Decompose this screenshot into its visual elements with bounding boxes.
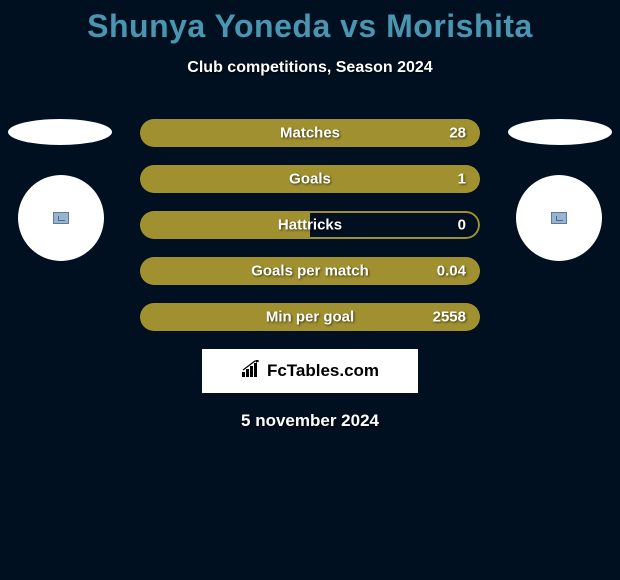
right-ellipse-badge	[508, 119, 612, 145]
stat-bar-value: 0.04	[437, 263, 466, 280]
placeholder-icon	[53, 212, 69, 224]
stat-bar-label: Hattricks	[278, 217, 342, 234]
stat-bar-value: 28	[449, 125, 466, 142]
stat-bar: Goals per match 0.04	[140, 257, 480, 285]
player-right-badges	[508, 119, 612, 261]
comparison-title: Shunya Yoneda vs Morishita	[0, 0, 620, 45]
stat-bar: Hattricks 0	[140, 211, 480, 239]
stat-bar: Matches 28	[140, 119, 480, 147]
stat-bar: Min per goal 2558	[140, 303, 480, 331]
stat-bar-label: Matches	[280, 125, 340, 142]
brand-box: FcTables.com	[202, 349, 418, 393]
stat-bar-value: 2558	[433, 309, 466, 326]
brand-text: FcTables.com	[267, 361, 379, 381]
content-region: Matches 28 Goals 1 Hattricks 0 Goals per match…	[0, 119, 620, 431]
left-circle-badge	[18, 175, 104, 261]
stat-bar: Goals 1	[140, 165, 480, 193]
stat-bar-value: 1	[458, 171, 466, 188]
player-left-badges	[8, 119, 112, 261]
stat-bar-label: Min per goal	[266, 309, 354, 326]
left-ellipse-badge	[8, 119, 112, 145]
stat-bar-label: Goals	[289, 171, 331, 188]
snapshot-date: 5 november 2024	[0, 411, 620, 431]
placeholder-icon	[551, 212, 567, 224]
brand-chart-icon	[241, 360, 263, 383]
stat-bar-label: Goals per match	[251, 263, 369, 280]
right-circle-badge	[516, 175, 602, 261]
stat-bar-value: 0	[458, 217, 466, 234]
comparison-subtitle: Club competitions, Season 2024	[0, 59, 620, 77]
stat-bars: Matches 28 Goals 1 Hattricks 0 Goals per match…	[140, 119, 480, 331]
